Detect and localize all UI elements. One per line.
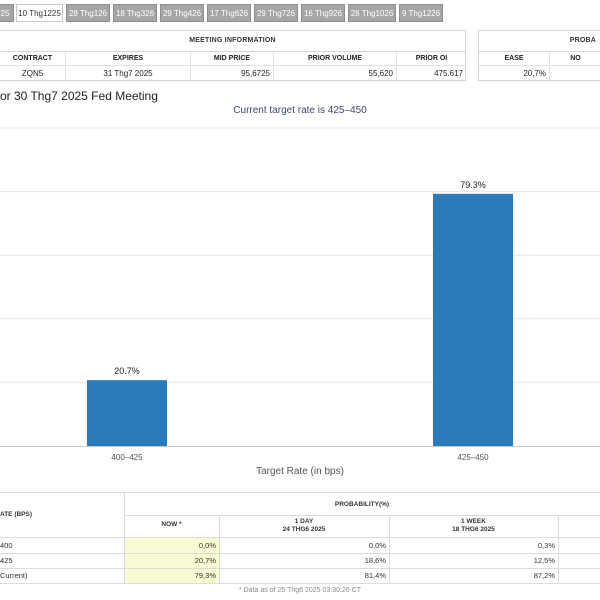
bar-data-label: 20.7% bbox=[114, 366, 140, 376]
chart-subtitle: Current target rate is 425–450 bbox=[233, 105, 367, 116]
meeting-date-tabs: 25 10 Thg1225 28 Thg126 18 Thg326 29 Thg… bbox=[0, 4, 600, 24]
rate-cell: Current) bbox=[0, 571, 28, 580]
tab-meeting-9[interactable]: 9 Thg1226 bbox=[399, 4, 443, 22]
header-prior-oi: PRIOR OI bbox=[397, 52, 466, 66]
header-mid-price: MID PRICE bbox=[191, 52, 273, 66]
week-probability-cell: 12,5% bbox=[533, 556, 555, 565]
meeting-information-title: MEETING INFORMATION bbox=[0, 31, 465, 52]
value-ease: 20,7% bbox=[523, 69, 546, 78]
tab-meeting-8[interactable]: 28 Thg1026 bbox=[348, 4, 396, 22]
rate-cell: 400 bbox=[0, 541, 13, 550]
value-expires: 31 Thg7 2025 bbox=[103, 69, 153, 78]
header-1-week-date: 18 THG6 2025 bbox=[452, 526, 495, 533]
header-1-day: 1 DAY bbox=[294, 518, 314, 525]
table-border bbox=[219, 515, 220, 583]
column-divider bbox=[65, 52, 66, 80]
chart-title: or 30 Thg7 2025 Fed Meeting bbox=[0, 89, 158, 103]
target-rate-bar-chart: 20.7% 400–425 79.3% 425–450 Target Rate (in … bbox=[0, 127, 600, 477]
header-1-day-date: 24 THG6 2025 bbox=[282, 526, 326, 533]
value-prior-oi: 475.617 bbox=[434, 69, 463, 78]
week-probability-cell: 0,3% bbox=[537, 541, 555, 550]
day-probability-cell: 81,4% bbox=[364, 571, 386, 580]
column-divider bbox=[273, 52, 274, 80]
header-prior-volume: PRIOR VOLUME bbox=[274, 52, 396, 66]
column-divider bbox=[396, 52, 397, 80]
table-border bbox=[0, 537, 600, 538]
day-probability-cell: 18,6% bbox=[364, 556, 386, 565]
column-divider bbox=[549, 52, 550, 80]
table-border bbox=[0, 583, 600, 584]
bar-2 bbox=[433, 193, 513, 446]
value-no-change bbox=[550, 67, 600, 81]
tab-meeting-2[interactable]: 28 Thg126 bbox=[66, 4, 110, 22]
now-probability-cell: 20,7% bbox=[125, 554, 219, 568]
table-border bbox=[124, 515, 600, 516]
now-probability-cell: 0,0% bbox=[125, 538, 219, 553]
now-probability-cell: 79,3% bbox=[125, 569, 219, 583]
x-axis-label: Target Rate (in bps) bbox=[256, 466, 344, 477]
bar-data-label: 79.3% bbox=[460, 180, 486, 190]
tab-meeting-6[interactable]: 29 Thg726 bbox=[254, 4, 298, 22]
tab-meeting-4[interactable]: 29 Thg426 bbox=[160, 4, 204, 22]
tab-meeting-3[interactable]: 18 Thg326 bbox=[113, 4, 157, 22]
day-probability-cell: 0,0% bbox=[368, 541, 386, 550]
column-divider bbox=[190, 52, 191, 80]
data-timestamp-footnote: * Data as of 25 Thg6 2025 03:30:26 CT bbox=[238, 587, 362, 594]
bar-1 bbox=[87, 380, 167, 446]
table-border bbox=[124, 492, 125, 583]
header-expires: EXPIRES bbox=[66, 52, 190, 66]
x-tick-label: 425–450 bbox=[457, 453, 489, 462]
probability-history-table: ATE (BPS) PROBABILITY(%) NOW * 1 DAY 24 … bbox=[0, 492, 600, 584]
header-ease: EASE bbox=[479, 52, 549, 66]
x-tick-label: 400–425 bbox=[111, 453, 143, 462]
probability-summary-title: PROBA bbox=[479, 31, 600, 52]
tab-meeting-5[interactable]: 17 Thg626 bbox=[207, 4, 251, 22]
rate-cell: 425 bbox=[0, 556, 13, 565]
table-border bbox=[0, 568, 600, 569]
table-border bbox=[389, 515, 390, 583]
header-no-change: NO bbox=[550, 52, 600, 66]
header-probability: PROBABILITY(%) bbox=[334, 501, 390, 508]
header-1-week: 1 WEEK bbox=[461, 518, 486, 525]
tab-meeting-0[interactable]: 25 bbox=[0, 4, 14, 22]
table-border bbox=[0, 553, 600, 554]
tab-meeting-7[interactable]: 16 Thg926 bbox=[301, 4, 345, 22]
value-contract: ZQN5 bbox=[21, 69, 44, 78]
probability-summary-table: PROBA EASE NO 20,7% bbox=[478, 30, 600, 81]
table-border bbox=[558, 515, 559, 583]
header-now: NOW * bbox=[161, 521, 182, 528]
tab-meeting-1[interactable]: 10 Thg1225 bbox=[16, 4, 63, 22]
value-prior-volume: 55,620 bbox=[368, 69, 393, 78]
table-border bbox=[0, 492, 600, 493]
week-probability-cell: 87,2% bbox=[533, 571, 555, 580]
header-contract: CONTRACT bbox=[0, 52, 65, 66]
value-mid-price: 95,6725 bbox=[241, 69, 270, 78]
meeting-information-table: MEETING INFORMATION CONTRACT EXPIRES MID… bbox=[0, 30, 466, 81]
header-target-rate: ATE (BPS) bbox=[0, 511, 33, 518]
